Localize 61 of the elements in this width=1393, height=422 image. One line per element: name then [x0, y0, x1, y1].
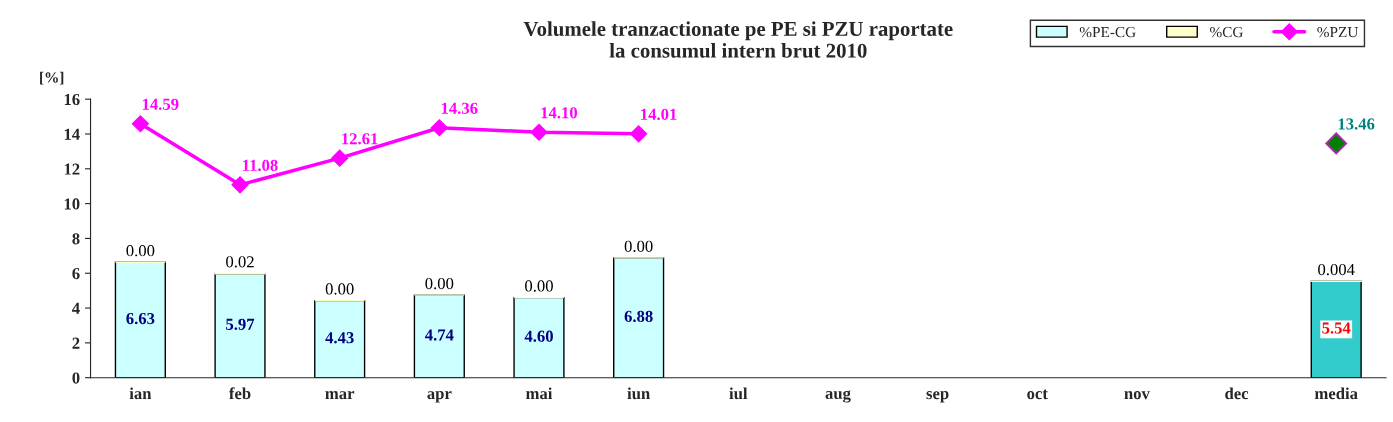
- x-tick-label: nov: [1124, 391, 1150, 400]
- x-tick-label: iul: [729, 387, 748, 400]
- legend-label: %PZU: [1317, 26, 1359, 38]
- x-tick-label: iun: [627, 387, 650, 400]
- y-tick-label: 10: [64, 198, 80, 210]
- y-tick-label: 14: [64, 128, 80, 140]
- data-label: 4.74: [424, 329, 454, 341]
- data-label: 12.61: [342, 133, 378, 145]
- x-tick-label: dec: [1225, 387, 1249, 400]
- data-label: 0.00: [525, 280, 553, 292]
- x-tick-label: aug: [825, 390, 851, 403]
- y-tick-label: 4: [72, 302, 80, 314]
- y-tick-label: 2: [72, 337, 80, 349]
- data-label: 0.00: [425, 277, 454, 290]
- data-label: 13.46: [1338, 118, 1375, 130]
- legend-label: %PE-CG: [1079, 26, 1136, 38]
- point: [430, 119, 448, 137]
- y-tick-label: 8: [72, 233, 80, 245]
- legend-label: %CG: [1210, 26, 1243, 38]
- x-tick-label: media: [1314, 387, 1358, 400]
- data-label: 0.02: [226, 256, 254, 268]
- point: [530, 123, 548, 141]
- bar: [613, 257, 665, 378]
- data-label: 14.36: [441, 102, 478, 114]
- bar: [413, 294, 465, 378]
- point: [331, 149, 349, 167]
- data-label: 4.60: [524, 330, 553, 342]
- bar: [114, 261, 166, 378]
- data-label: 5.97: [226, 318, 255, 330]
- data-label: 14.10: [541, 107, 578, 119]
- data-label: 14.59: [142, 98, 179, 110]
- chart-title: Volumele tranzactionate pe PE si PZU raportate la consumul intern brut 2010: [523, 21, 953, 58]
- data-label: 0.004: [1318, 263, 1355, 276]
- data-label: 0.00: [325, 283, 354, 295]
- data-label: 6.63: [126, 312, 155, 325]
- bar: [1310, 280, 1362, 378]
- x-tick-label: mai: [526, 387, 553, 400]
- data-label: 4.43: [325, 332, 354, 344]
- y-tick-label: 16: [64, 93, 80, 106]
- data-label: 11.08: [243, 159, 278, 172]
- data-label: 0.00: [624, 240, 653, 252]
- data-label: 0.00: [126, 245, 155, 257]
- y-tick-label: 12: [64, 163, 80, 175]
- x-tick-label: apr: [427, 391, 452, 403]
- bar: [314, 299, 366, 378]
- x-tick-label: sep: [926, 391, 949, 403]
- y-tick-label: 6: [72, 267, 80, 280]
- bar: [513, 296, 565, 378]
- x-tick-label: feb: [229, 387, 251, 400]
- point: [231, 176, 249, 194]
- data-label: 14.01: [641, 108, 677, 121]
- y-tick-label: 0: [72, 372, 80, 384]
- data-label: 6.88: [624, 310, 653, 323]
- x-tick-label: ian: [129, 387, 152, 400]
- point: [131, 115, 149, 133]
- x-tick-label: oct: [1027, 389, 1048, 400]
- point: [630, 125, 648, 143]
- x-tick-label: mar: [325, 391, 355, 400]
- y-axis-title: [%]: [40, 71, 64, 85]
- bar: [214, 273, 266, 378]
- data-label: 5.54: [1322, 322, 1351, 334]
